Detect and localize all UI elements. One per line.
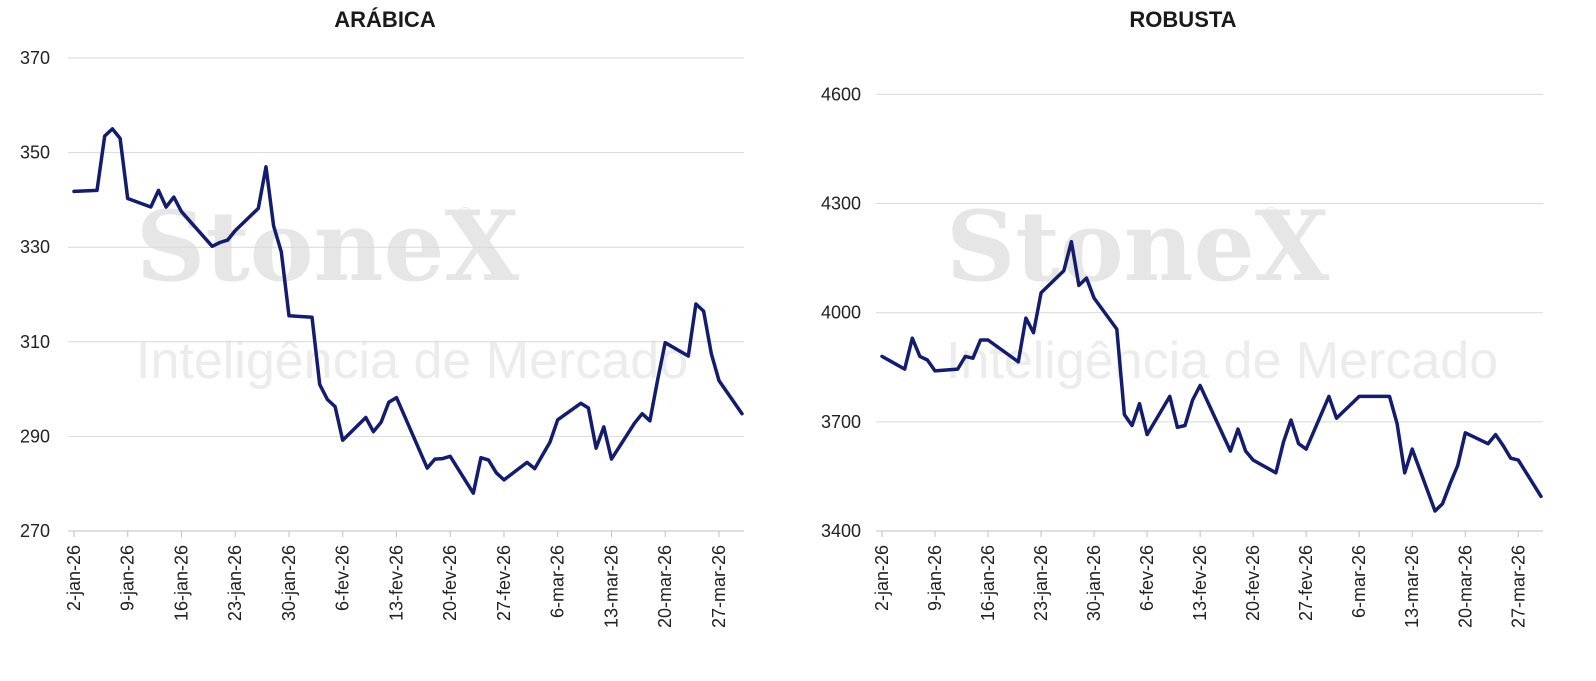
- x-tick-label: 6-fev-26: [1137, 545, 1157, 611]
- x-tick-label: 27-mar-26: [1508, 545, 1528, 628]
- chart-title: ARÁBICA: [334, 7, 436, 32]
- chart-arabica: StoneX® Inteligência de Mercado ARÁBICA 270…: [20, 7, 744, 628]
- x-tick-label: 23-jan-26: [225, 545, 245, 621]
- x-tick-label: 27-fev-26: [494, 545, 514, 621]
- x-tick-label: 20-mar-26: [1455, 545, 1475, 628]
- y-tick-label: 4600: [821, 84, 861, 104]
- x-tick-label: 20-mar-26: [655, 545, 675, 628]
- x-tick-label: 30-jan-26: [1084, 545, 1104, 621]
- x-tick-label: 23-jan-26: [1031, 545, 1051, 621]
- x-tick-label: 6-mar-26: [1349, 545, 1369, 618]
- x-tick-label: 13-mar-26: [601, 545, 621, 628]
- x-tick-label: 30-jan-26: [279, 545, 299, 621]
- y-tick-label: 4000: [821, 303, 861, 323]
- x-tick-label: 16-jan-26: [978, 545, 998, 621]
- chart-robusta: StoneX® Inteligência de Mercado ROBUSTA 340…: [821, 7, 1543, 628]
- watermark: StoneX® Inteligência de Mercado: [946, 190, 1498, 390]
- watermark-brand: StoneX: [136, 190, 520, 303]
- series-line: [72, 127, 744, 495]
- x-tick-label: 27-mar-26: [709, 545, 729, 628]
- series-line: [880, 239, 1543, 513]
- chart-title: ROBUSTA: [1129, 7, 1236, 32]
- x-tick-label: 13-mar-26: [1402, 545, 1422, 628]
- x-tick-label: 20-fev-26: [1243, 545, 1263, 621]
- x-tick-label: 2-jan-26: [872, 545, 892, 611]
- watermark: StoneX® Inteligência de Mercado: [136, 190, 688, 390]
- y-tick-label: 3700: [821, 412, 861, 432]
- watermark-registered: ®: [456, 204, 474, 225]
- y-tick-label: 290: [20, 426, 50, 446]
- y-tick-label: 3400: [821, 521, 861, 541]
- y-tick-label: 310: [20, 332, 50, 352]
- watermark-tagline: Inteligência de Mercado: [946, 332, 1498, 390]
- x-tick-label: 9-jan-26: [118, 545, 138, 611]
- x-tick-label: 27-fev-26: [1296, 545, 1316, 621]
- y-tick-label: 350: [20, 143, 50, 163]
- x-tick-label: 20-fev-26: [440, 545, 460, 621]
- y-tick-label: 370: [20, 48, 50, 68]
- watermark-tagline: Inteligência de Mercado: [136, 332, 688, 390]
- y-tick-label: 270: [20, 521, 50, 541]
- y-tick-label: 330: [20, 237, 50, 257]
- x-tick-label: 9-jan-26: [925, 545, 945, 611]
- x-tick-label: 13-fev-26: [1190, 545, 1210, 621]
- watermark-brand: StoneX: [946, 190, 1330, 303]
- x-tick-label: 16-jan-26: [171, 545, 191, 621]
- y-tick-label: 4300: [821, 194, 861, 214]
- x-tick-label: 2-jan-26: [64, 545, 84, 611]
- watermark-registered: ®: [1262, 204, 1280, 225]
- x-tick-label: 13-fev-26: [386, 545, 406, 621]
- x-tick-label: 6-mar-26: [548, 545, 568, 618]
- x-tick-label: 6-fev-26: [333, 545, 353, 611]
